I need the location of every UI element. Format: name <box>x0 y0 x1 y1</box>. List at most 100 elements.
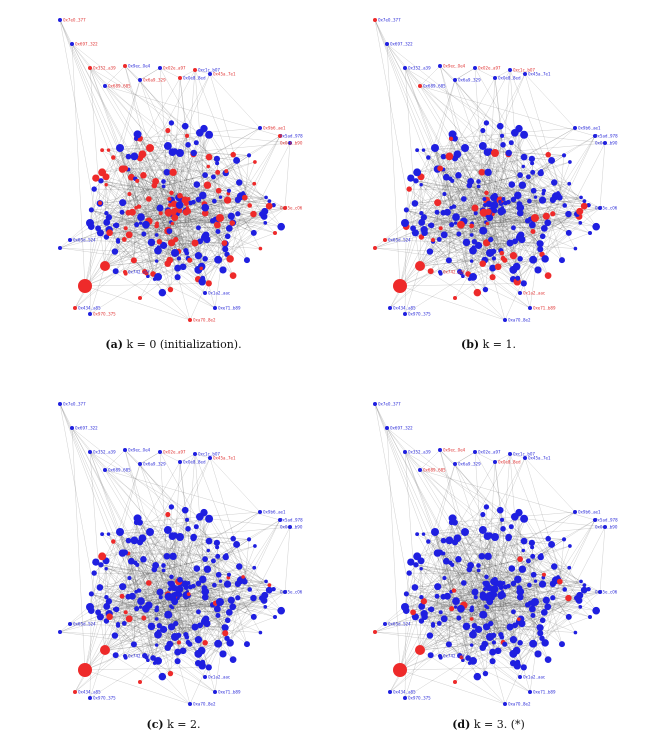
blue-node <box>184 517 190 522</box>
blue-node <box>419 594 424 600</box>
graph-edge <box>421 463 456 569</box>
graph-edge <box>419 85 596 137</box>
blue-node <box>134 222 140 228</box>
blue-node <box>568 160 572 164</box>
blue-node <box>508 68 512 72</box>
blue-node <box>457 604 465 613</box>
node-label: 0x65d..524 <box>73 238 96 243</box>
graph-edge <box>177 239 208 269</box>
graph-edge <box>434 531 473 608</box>
red-node <box>125 209 132 216</box>
blue-node <box>517 640 523 646</box>
blue-node <box>562 203 567 208</box>
network-graph-k2: 0x7e0..377 0x697..322 0x352..a39 0x689..685… <box>58 402 303 707</box>
node-label: 0x65d..524 <box>73 622 96 627</box>
blue-node <box>558 257 565 264</box>
blue-node <box>576 591 584 599</box>
graph-edge <box>113 157 196 244</box>
graph-edge <box>89 67 140 207</box>
red-node <box>482 239 491 247</box>
graph-edge <box>440 168 580 212</box>
red-node <box>169 190 174 196</box>
blue-node <box>508 140 514 146</box>
graph-edge <box>374 403 475 626</box>
red-node <box>92 174 100 182</box>
node-label: 0x65e..c06 <box>595 206 618 211</box>
graph-edge <box>89 67 200 133</box>
graph-edge <box>153 267 178 275</box>
red-node <box>373 246 377 250</box>
graph-edge <box>503 211 511 244</box>
graph-edge <box>386 43 485 232</box>
blue-node <box>206 548 211 553</box>
graph-edge <box>599 526 606 593</box>
blue-node <box>407 174 415 182</box>
red-node <box>445 152 454 161</box>
graph-edge <box>129 193 206 259</box>
graph-edge <box>202 591 286 663</box>
graph-edge <box>71 43 217 159</box>
red-node <box>178 76 182 80</box>
graph-edge <box>386 427 532 543</box>
graph-edge <box>462 171 542 277</box>
graph-edge <box>100 616 205 622</box>
blue-node <box>525 174 531 180</box>
graph-edge <box>213 176 226 244</box>
blue-node <box>175 585 184 593</box>
graph-edge <box>89 451 219 575</box>
blue-node <box>469 233 474 237</box>
blue-node <box>520 537 528 545</box>
graph-edge <box>89 213 238 224</box>
blue-node <box>191 583 196 589</box>
blue-node <box>448 130 457 139</box>
graph-edge <box>174 127 261 204</box>
graph-edge <box>406 593 424 604</box>
red-node <box>145 580 152 586</box>
blue-node <box>514 650 518 655</box>
graph-edge <box>106 212 196 244</box>
graph-edge <box>89 175 144 224</box>
graph-edge <box>100 616 106 651</box>
graph-edge <box>554 566 601 593</box>
blue-node <box>403 696 407 700</box>
graph-edge <box>84 667 209 671</box>
graph-edge <box>174 584 228 638</box>
graph-edge <box>202 579 221 603</box>
blue-node <box>442 192 447 197</box>
blue-node <box>212 582 217 588</box>
blue-node <box>509 635 518 644</box>
blue-node <box>542 596 550 604</box>
graph-edge <box>209 518 291 528</box>
blue-node <box>218 579 223 583</box>
blue-node <box>233 541 241 548</box>
blue-node <box>105 598 113 605</box>
graph-edge <box>204 135 281 294</box>
blue-node <box>103 84 107 88</box>
blue-node <box>88 591 94 597</box>
blue-node <box>116 238 120 242</box>
red-node <box>230 151 236 158</box>
red-node <box>283 206 287 210</box>
labels-group: 0x7e0..377 0x697..322 0x352..a39 0x689..685… <box>378 18 618 323</box>
blue-node <box>573 510 577 514</box>
caption-c-label: (c) <box>146 718 164 731</box>
blue-node <box>453 462 457 466</box>
red-node <box>170 208 177 216</box>
graph-edge <box>134 77 181 157</box>
graph-edge <box>460 153 509 225</box>
graph-edge <box>449 540 519 620</box>
nodes-group <box>373 18 607 322</box>
node-label: 0x352..a39 <box>93 450 116 455</box>
blue-node <box>544 220 551 226</box>
graph-edge <box>545 197 560 259</box>
graph-edge <box>428 157 511 244</box>
blue-node <box>146 658 150 663</box>
blue-node <box>573 126 577 130</box>
blue-node <box>508 565 516 572</box>
blue-node <box>531 598 539 606</box>
blue-node <box>511 609 516 615</box>
graph-edge <box>159 67 181 79</box>
graph-edge <box>163 161 255 187</box>
graph-edge <box>59 19 160 242</box>
blue-node <box>438 610 443 615</box>
